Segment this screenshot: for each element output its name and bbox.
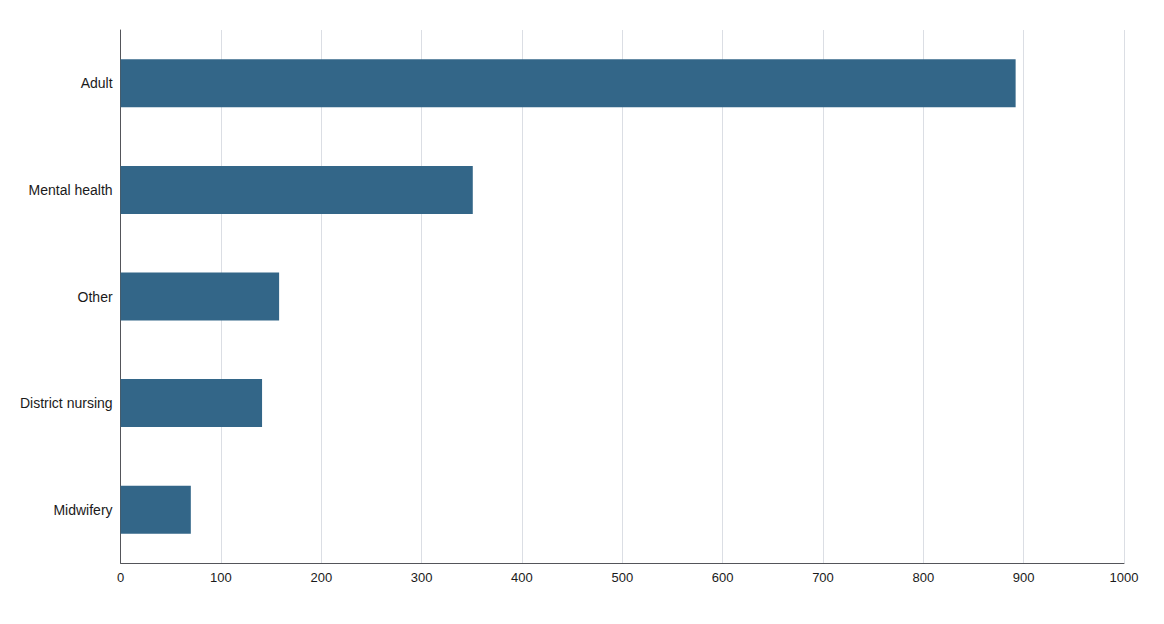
svg-text:0: 0	[117, 570, 124, 585]
svg-text:Mental health: Mental health	[29, 182, 113, 198]
svg-text:District nursing: District nursing	[20, 395, 113, 411]
svg-text:900: 900	[1013, 570, 1035, 585]
svg-text:100: 100	[210, 570, 232, 585]
svg-text:1000: 1000	[1110, 570, 1139, 585]
svg-text:Midwifery: Midwifery	[53, 502, 112, 518]
svg-text:Other: Other	[78, 289, 113, 305]
svg-text:600: 600	[712, 570, 734, 585]
svg-text:700: 700	[812, 570, 834, 585]
svg-text:Adult: Adult	[81, 75, 113, 91]
svg-text:800: 800	[912, 570, 934, 585]
svg-text:400: 400	[511, 570, 533, 585]
svg-text:200: 200	[310, 570, 332, 585]
svg-text:500: 500	[611, 570, 633, 585]
svg-text:300: 300	[411, 570, 433, 585]
